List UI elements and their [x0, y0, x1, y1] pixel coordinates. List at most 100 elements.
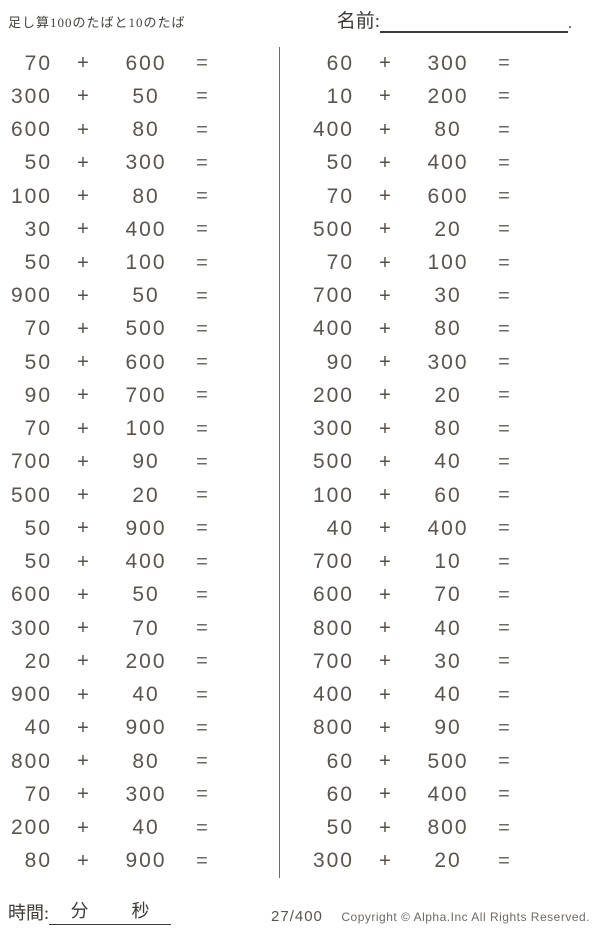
answer-blank[interactable] — [532, 579, 572, 612]
plus-sign: + — [379, 583, 393, 606]
problem-row: 50 + 800 = — [308, 811, 580, 844]
answer-blank[interactable] — [532, 47, 572, 80]
answer-blank[interactable] — [230, 678, 270, 711]
answer-blank[interactable] — [532, 246, 572, 279]
answer-blank[interactable] — [230, 712, 270, 745]
plus-sign: + — [379, 85, 393, 108]
answer-blank[interactable] — [532, 80, 572, 113]
problem-row: 50 + 900 = — [6, 512, 279, 545]
page-number: 27/400 — [271, 908, 323, 925]
answer-blank[interactable] — [532, 113, 572, 146]
answer-blank[interactable] — [532, 512, 572, 545]
equals-sign: = — [196, 816, 210, 839]
answer-blank[interactable] — [230, 811, 270, 844]
answer-blank[interactable] — [230, 745, 270, 778]
answer-blank[interactable] — [532, 379, 572, 412]
problem-row: 500 + 40 = — [308, 446, 580, 479]
equals-sign: = — [498, 185, 512, 208]
name-label: 名前: — [336, 11, 380, 32]
answer-blank[interactable] — [230, 213, 270, 246]
minutes-label: 分 — [70, 901, 89, 921]
problem-row: 70 + 600 = — [308, 180, 580, 213]
answer-blank[interactable] — [532, 778, 572, 811]
operand-a: 50 — [24, 251, 52, 275]
operand-b: 60 — [434, 483, 462, 507]
answer-blank[interactable] — [532, 712, 572, 745]
answer-blank[interactable] — [230, 180, 270, 213]
answer-blank[interactable] — [532, 811, 572, 844]
answer-blank[interactable] — [532, 147, 572, 180]
answer-blank[interactable] — [532, 180, 572, 213]
answer-blank[interactable] — [532, 346, 572, 379]
answer-blank[interactable] — [532, 845, 572, 878]
answer-blank[interactable] — [532, 612, 572, 645]
answer-blank[interactable] — [532, 446, 572, 479]
answer-blank[interactable] — [532, 546, 572, 579]
answer-blank[interactable] — [230, 113, 270, 146]
answer-blank[interactable] — [230, 346, 270, 379]
equals-sign: = — [196, 617, 210, 640]
problem-row: 300 + 20 = — [308, 845, 580, 878]
plus-sign: + — [379, 185, 393, 208]
problem-row: 10 + 200 = — [308, 80, 580, 113]
answer-blank[interactable] — [230, 479, 270, 512]
answer-blank[interactable] — [532, 745, 572, 778]
equals-sign: = — [196, 783, 210, 806]
answer-blank[interactable] — [532, 313, 572, 346]
answer-blank[interactable] — [532, 479, 572, 512]
name-input-line[interactable] — [380, 9, 568, 33]
answer-blank[interactable] — [230, 546, 270, 579]
operand-a: 50 — [326, 816, 354, 839]
answer-blank[interactable] — [230, 280, 270, 313]
answer-blank[interactable] — [230, 413, 270, 446]
equals-sign: = — [196, 185, 210, 208]
answer-blank[interactable] — [532, 678, 572, 711]
operand-a: 700 — [312, 550, 354, 574]
time-input-line[interactable]: 分 秒 — [49, 897, 172, 925]
equals-sign: = — [196, 351, 210, 374]
problem-row: 70 + 100 = — [308, 246, 580, 279]
operand-b: 30 — [434, 649, 462, 673]
equals-sign: = — [196, 317, 210, 340]
plus-sign: + — [77, 716, 91, 739]
operand-b: 50 — [132, 583, 160, 607]
operand-a: 70 — [24, 417, 52, 441]
answer-blank[interactable] — [230, 446, 270, 479]
plus-sign: + — [77, 118, 91, 141]
equals-sign: = — [196, 118, 210, 141]
operand-b: 900 — [125, 716, 167, 740]
answer-blank[interactable] — [230, 645, 270, 678]
column-divider — [279, 47, 280, 878]
answer-blank[interactable] — [230, 80, 270, 113]
seconds-label: 秒 — [131, 901, 150, 921]
plus-sign: + — [379, 52, 393, 75]
answer-blank[interactable] — [230, 845, 270, 878]
operand-b: 600 — [125, 51, 167, 75]
equals-sign: = — [196, 52, 210, 75]
operand-a: 40 — [326, 516, 354, 540]
answer-blank[interactable] — [230, 778, 270, 811]
problem-row: 600 + 80 = — [6, 113, 279, 146]
problem-row: 100 + 80 = — [6, 180, 279, 213]
answer-blank[interactable] — [230, 246, 270, 279]
answer-blank[interactable] — [532, 280, 572, 313]
answer-blank[interactable] — [230, 579, 270, 612]
answer-blank[interactable] — [230, 512, 270, 545]
problem-row: 300 + 70 = — [6, 612, 279, 645]
equals-sign: = — [498, 849, 512, 872]
answer-blank[interactable] — [532, 413, 572, 446]
answer-blank[interactable] — [532, 213, 572, 246]
answer-blank[interactable] — [230, 47, 270, 80]
plus-sign: + — [77, 85, 91, 108]
operand-a: 70 — [24, 51, 52, 75]
operand-b: 80 — [132, 184, 160, 208]
answer-blank[interactable] — [230, 313, 270, 346]
answer-blank[interactable] — [532, 645, 572, 678]
answer-blank[interactable] — [230, 147, 270, 180]
operand-a: 50 — [326, 151, 354, 175]
answer-blank[interactable] — [230, 379, 270, 412]
plus-sign: + — [379, 351, 393, 374]
operand-a: 900 — [10, 683, 52, 707]
equals-sign: = — [498, 716, 512, 739]
answer-blank[interactable] — [230, 612, 270, 645]
